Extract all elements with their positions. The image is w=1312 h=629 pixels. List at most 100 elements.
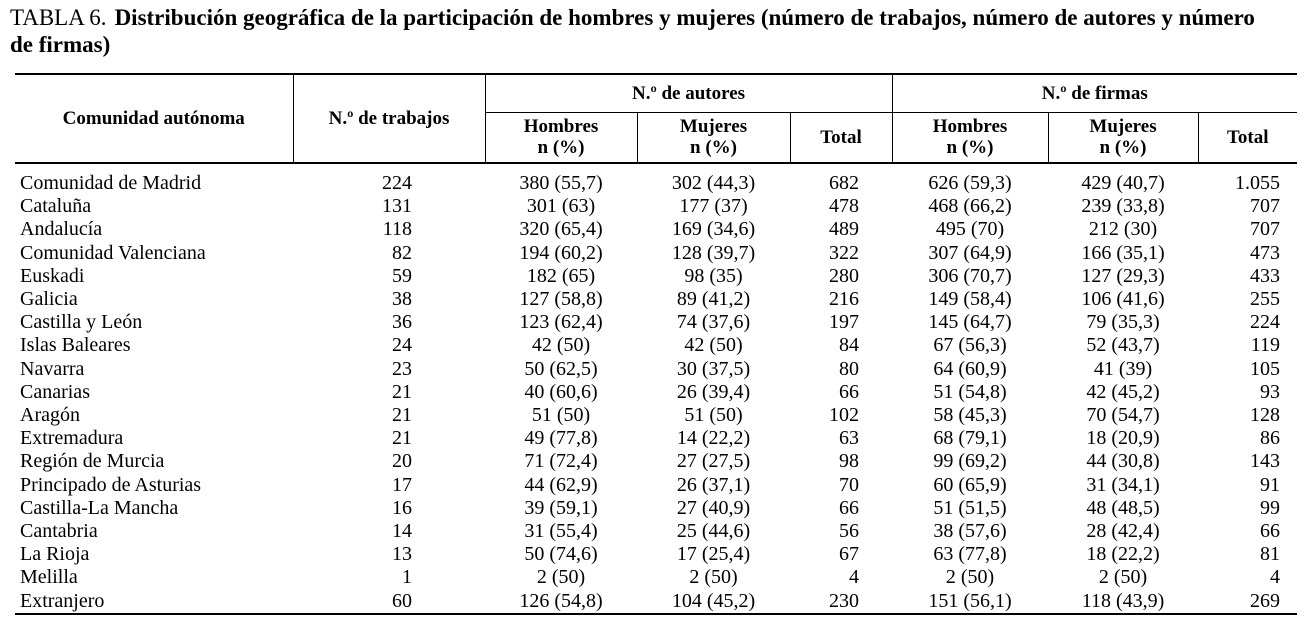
cell-autores-hombres: 320 (65,4) <box>519 218 603 241</box>
header-num-trabajos: N.º de trabajos <box>293 73 486 164</box>
cell-num-trabajos: 24 <box>392 334 412 357</box>
header-firmas-hombres: Hombres n (%) <box>892 112 1049 164</box>
cell-comunidad: Comunidad Valenciana <box>20 241 206 264</box>
cell-firmas-total: 143 <box>1250 450 1281 473</box>
cell-autores-hombres: 127 (58,8) <box>519 288 603 311</box>
cell-comunidad: Islas Baleares <box>20 334 131 357</box>
table-row: Extranjero 60 126 (54,8) 104 (45,2) 230 … <box>15 589 1298 615</box>
cell-autores-total: 66 <box>839 380 860 403</box>
cell-autores-hombres: 39 (59,1) <box>524 496 598 519</box>
cell-firmas-hombres: 149 (58,4) <box>928 288 1012 311</box>
cell-comunidad: Principado de Asturias <box>20 473 202 496</box>
cell-autores-hombres: 42 (50) <box>531 334 591 357</box>
cell-firmas-hombres: 145 (64,7) <box>928 311 1012 334</box>
cell-autores-hombres: 380 (55,7) <box>519 172 603 194</box>
cell-firmas-hombres: 51 (54,8) <box>933 380 1007 403</box>
cell-firmas-mujeres: 118 (43,9) <box>1048 589 1199 615</box>
cell-comunidad: Aragón <box>20 404 80 427</box>
table-row: Extremadura 21 49 (77,8) 14 (22,2) 63 68… <box>15 427 1297 450</box>
cell-autores-hombres: 126 (54,8) <box>485 589 637 615</box>
cell-firmas-mujeres: 18 (20,9) <box>1086 427 1160 450</box>
cell-firmas-total: 707 <box>1250 195 1281 218</box>
cell-firmas-mujeres: 48 (48,5) <box>1086 496 1160 519</box>
cell-autores-total: 322 <box>829 241 860 264</box>
cell-num-trabajos: 21 <box>392 427 412 450</box>
cell-firmas-total: 433 <box>1250 264 1281 287</box>
cell-comunidad: Extranjero <box>15 589 293 615</box>
cell-comunidad: Euskadi <box>20 264 85 287</box>
cell-autores-total: 84 <box>839 334 860 357</box>
cell-autores-mujeres: 104 (45,2) <box>637 589 790 615</box>
cell-firmas-total: 119 <box>1250 334 1281 357</box>
table-row: Aragón 21 51 (50) 51 (50) 102 58 (45,3) … <box>15 404 1297 427</box>
cell-comunidad: Galicia <box>20 288 78 311</box>
cell-firmas-total: 269 <box>1198 589 1298 615</box>
cell-firmas-total: 91 <box>1260 473 1281 496</box>
cell-num-trabajos: 82 <box>392 241 412 264</box>
cell-firmas-mujeres: 41 (39) <box>1093 357 1153 380</box>
cell-firmas-total: 4 <box>1270 566 1281 589</box>
header-comunidad-autonoma: Comunidad autónoma <box>15 73 294 164</box>
cell-firmas-total: 93 <box>1260 380 1281 403</box>
cell-autores-hombres: 182 (65) <box>526 264 596 287</box>
cell-autores-total: 4 <box>849 566 860 589</box>
cell-comunidad: Andalucía <box>20 218 103 241</box>
cell-autores-mujeres: 17 (25,4) <box>676 543 751 566</box>
cell-autores-mujeres: 27 (40,9) <box>676 496 751 519</box>
cell-firmas-total: 707 <box>1250 218 1281 241</box>
cell-firmas-mujeres: 28 (42,4) <box>1086 520 1160 543</box>
cell-comunidad: Melilla <box>20 566 78 589</box>
cell-autores-total: 478 <box>829 195 860 218</box>
cell-firmas-total: 224 <box>1250 311 1281 334</box>
header-group-num-autores: N.º de autores <box>485 73 893 113</box>
cell-firmas-hombres: 468 (66,2) <box>928 195 1012 218</box>
cell-autores-mujeres: 42 (50) <box>684 334 743 357</box>
cell-firmas-mujeres: 239 (33,8) <box>1081 195 1165 218</box>
cell-autores-hombres: 44 (62,9) <box>524 473 598 496</box>
table-row: Andalucía 118 320 (65,4) 169 (34,6) 489 … <box>15 218 1297 241</box>
cell-firmas-mujeres: 2 (50) <box>1098 566 1148 589</box>
cell-autores-mujeres: 2 (50) <box>689 566 738 589</box>
cell-autores-total: 197 <box>829 311 860 334</box>
table-row: Melilla 1 2 (50) 2 (50) 4 2 (50) 2 (50) … <box>15 566 1297 589</box>
cell-firmas-hombres: 63 (77,8) <box>933 543 1007 566</box>
cell-firmas-total: 1.055 <box>1235 172 1281 194</box>
cell-autores-hombres: 301 (63) <box>526 195 596 218</box>
cell-firmas-mujeres: 79 (35,3) <box>1086 311 1160 334</box>
cell-firmas-mujeres: 70 (54,7) <box>1086 404 1160 427</box>
cell-firmas-total: 86 <box>1260 427 1281 450</box>
cell-firmas-hombres: 60 (65,9) <box>933 473 1007 496</box>
cell-autores-total: 80 <box>839 357 860 380</box>
header-autores-hombres: Hombres n (%) <box>485 112 638 164</box>
cell-firmas-total: 473 <box>1250 241 1281 264</box>
cell-firmas-mujeres: 166 (35,1) <box>1081 241 1165 264</box>
cell-firmas-mujeres: 127 (29,3) <box>1081 264 1165 287</box>
cell-num-trabajos: 16 <box>392 496 412 519</box>
cell-firmas-hombres: 67 (56,3) <box>933 334 1007 357</box>
cell-firmas-mujeres: 18 (22,2) <box>1086 543 1160 566</box>
cell-comunidad: Canarias <box>20 380 90 403</box>
cell-autores-hombres: 194 (60,2) <box>519 241 603 264</box>
cell-firmas-hombres: 2 (50) <box>945 566 995 589</box>
header-firmas-total: Total <box>1198 112 1298 164</box>
cell-autores-hombres: 123 (62,4) <box>519 311 603 334</box>
cell-firmas-hombres: 51 (51,5) <box>933 496 1007 519</box>
cell-num-trabajos: 13 <box>392 543 412 566</box>
header-group-num-firmas: N.º de firmas <box>892 73 1298 113</box>
cell-firmas-mujeres: 44 (30,8) <box>1086 450 1160 473</box>
table-body: Comunidad de Madrid 224 380 (55,7) 302 (… <box>15 163 1298 615</box>
cell-num-trabajos: 131 <box>382 195 412 218</box>
cell-autores-hombres: 40 (60,6) <box>524 380 598 403</box>
cell-autores-mujeres: 27 (27,5) <box>676 450 751 473</box>
cell-num-trabajos: 20 <box>392 450 412 473</box>
cell-autores-mujeres: 26 (37,1) <box>676 473 751 496</box>
table-caption: TABLA 6. Distribución geográfica de la pa… <box>10 4 1308 58</box>
cell-firmas-hombres: 68 (79,1) <box>933 427 1007 450</box>
cell-comunidad: Extremadura <box>20 427 124 450</box>
cell-autores-total: 70 <box>839 473 860 496</box>
tabla-6-distribucion-geografica: Comunidad autónoma N.º de trabajos N.º d… <box>15 73 1298 615</box>
cell-firmas-hombres: 151 (56,1) <box>892 589 1049 615</box>
table-row: Comunidad de Madrid 224 380 (55,7) 302 (… <box>15 163 1297 195</box>
table-row: Navarra 23 50 (62,5) 30 (37,5) 80 64 (60… <box>15 358 1297 381</box>
table-row: Comunidad Valenciana 82 194 (60,2) 128 (… <box>15 242 1297 265</box>
